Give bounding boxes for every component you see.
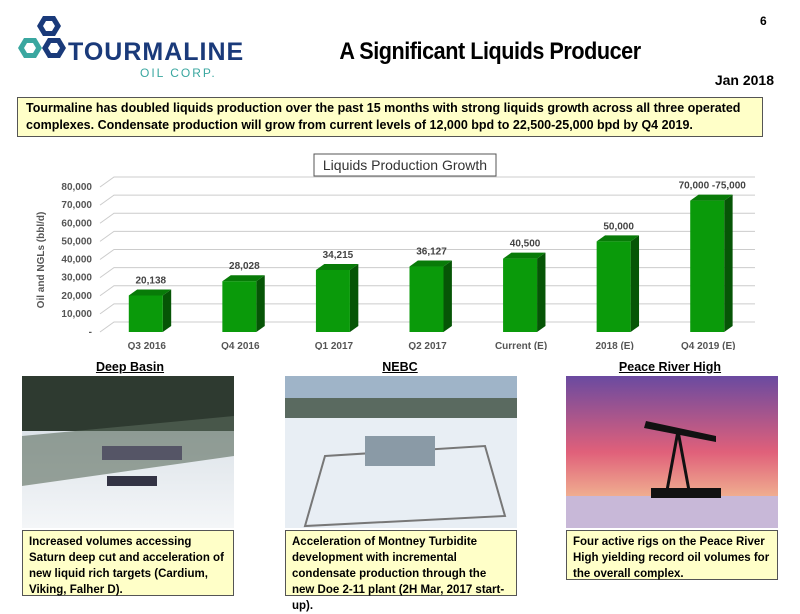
y-tick-label: 80,000 (61, 182, 92, 193)
x-tick-label: Q3 2016 (128, 341, 167, 350)
y-axis-label: Oil and NGLs (bbl/d) (36, 212, 47, 309)
bar-side (537, 252, 546, 332)
bar-side (349, 263, 359, 332)
y-tick-label: 30,000 (61, 273, 92, 284)
photo-deep-basin (22, 376, 234, 528)
y-tick-label: 70,000 (61, 200, 92, 211)
bar-front (128, 295, 163, 332)
bar (690, 194, 733, 332)
bar-front (503, 258, 538, 332)
panel-caption: Increased volumes accessing Saturn deep … (22, 530, 234, 596)
bar (128, 289, 172, 332)
y-tick-label: 40,000 (61, 255, 92, 266)
value-label: 28,028 (229, 261, 260, 272)
bar-top (503, 252, 546, 259)
slide: TOURMALINE OIL CORP. 6 A Significant Liq… (17, 14, 778, 612)
panel-heading: Peace River High (618, 360, 722, 374)
y-tick-label: 50,000 (61, 236, 92, 247)
panel-heading: NEBC (382, 360, 418, 374)
chart-title: Liquids Production Growth (323, 157, 487, 173)
value-label: 20,138 (135, 275, 166, 286)
bar-front (596, 241, 631, 332)
x-tick-label: Current (E) (495, 341, 547, 350)
x-tick-label: 2018 (E) (595, 341, 633, 350)
bar-side (630, 235, 640, 332)
bar (222, 275, 265, 332)
x-tick-label: Q4 2019 (E) (681, 341, 735, 350)
bar-front (690, 200, 725, 332)
value-label: 36,127 (416, 247, 447, 258)
bar-top (315, 263, 359, 270)
bar-side (724, 194, 733, 332)
bar-side (443, 260, 452, 332)
bar (503, 252, 546, 332)
y-tick-label: 60,000 (61, 218, 92, 229)
chart-title-box (313, 153, 497, 177)
logo-name: TOURMALINE (68, 38, 245, 66)
bar-side (162, 289, 172, 332)
grid-line (99, 212, 755, 224)
bar (596, 235, 640, 332)
logo-sub: OIL CORP. (140, 66, 217, 80)
bar-top (409, 260, 452, 267)
y-tick-label: 10,000 (61, 309, 92, 320)
bar-front (222, 281, 257, 332)
photo-nebc (285, 376, 517, 528)
x-tick-label: Q1 2017 (315, 341, 354, 350)
y-tick-label: 20,000 (61, 291, 92, 302)
y-tick-label: - (89, 327, 92, 338)
logo-icon (18, 16, 66, 58)
photo-peace-river (566, 376, 778, 528)
chart: Liquids Production Growth Oil and NGLs (… (36, 153, 755, 350)
bar-front (409, 266, 444, 332)
summary: Tourmaline has doubled liquids productio… (17, 97, 763, 137)
panel-caption: Four active rigs on the Peace River High… (566, 530, 778, 580)
grid-line (99, 194, 755, 206)
date: Jan 2018 (714, 72, 774, 88)
bar-front (315, 269, 350, 332)
page-number: 6 (760, 14, 767, 28)
value-label: 40,500 (510, 239, 541, 250)
x-tick-label: Q2 2017 (408, 341, 447, 350)
grid-line (99, 176, 755, 188)
bar-top (690, 194, 733, 201)
bar-top (222, 275, 265, 282)
grid-line (99, 230, 755, 242)
slide-title: A Significant Liquids Producer (339, 38, 641, 65)
bar-top (596, 235, 640, 242)
panel-caption: Acceleration of Montney Turbidite develo… (285, 530, 517, 612)
bar (409, 260, 452, 332)
bar (315, 263, 359, 332)
panel-heading: Deep Basin (95, 360, 165, 374)
value-label: 70,000 -75,000 (679, 181, 747, 192)
bar-side (256, 275, 265, 332)
value-label: 34,215 (323, 250, 354, 261)
bar-top (128, 289, 172, 296)
grid-line (99, 249, 755, 260)
x-tick-label: Q4 2016 (221, 341, 260, 350)
value-label: 50,000 (603, 221, 634, 232)
